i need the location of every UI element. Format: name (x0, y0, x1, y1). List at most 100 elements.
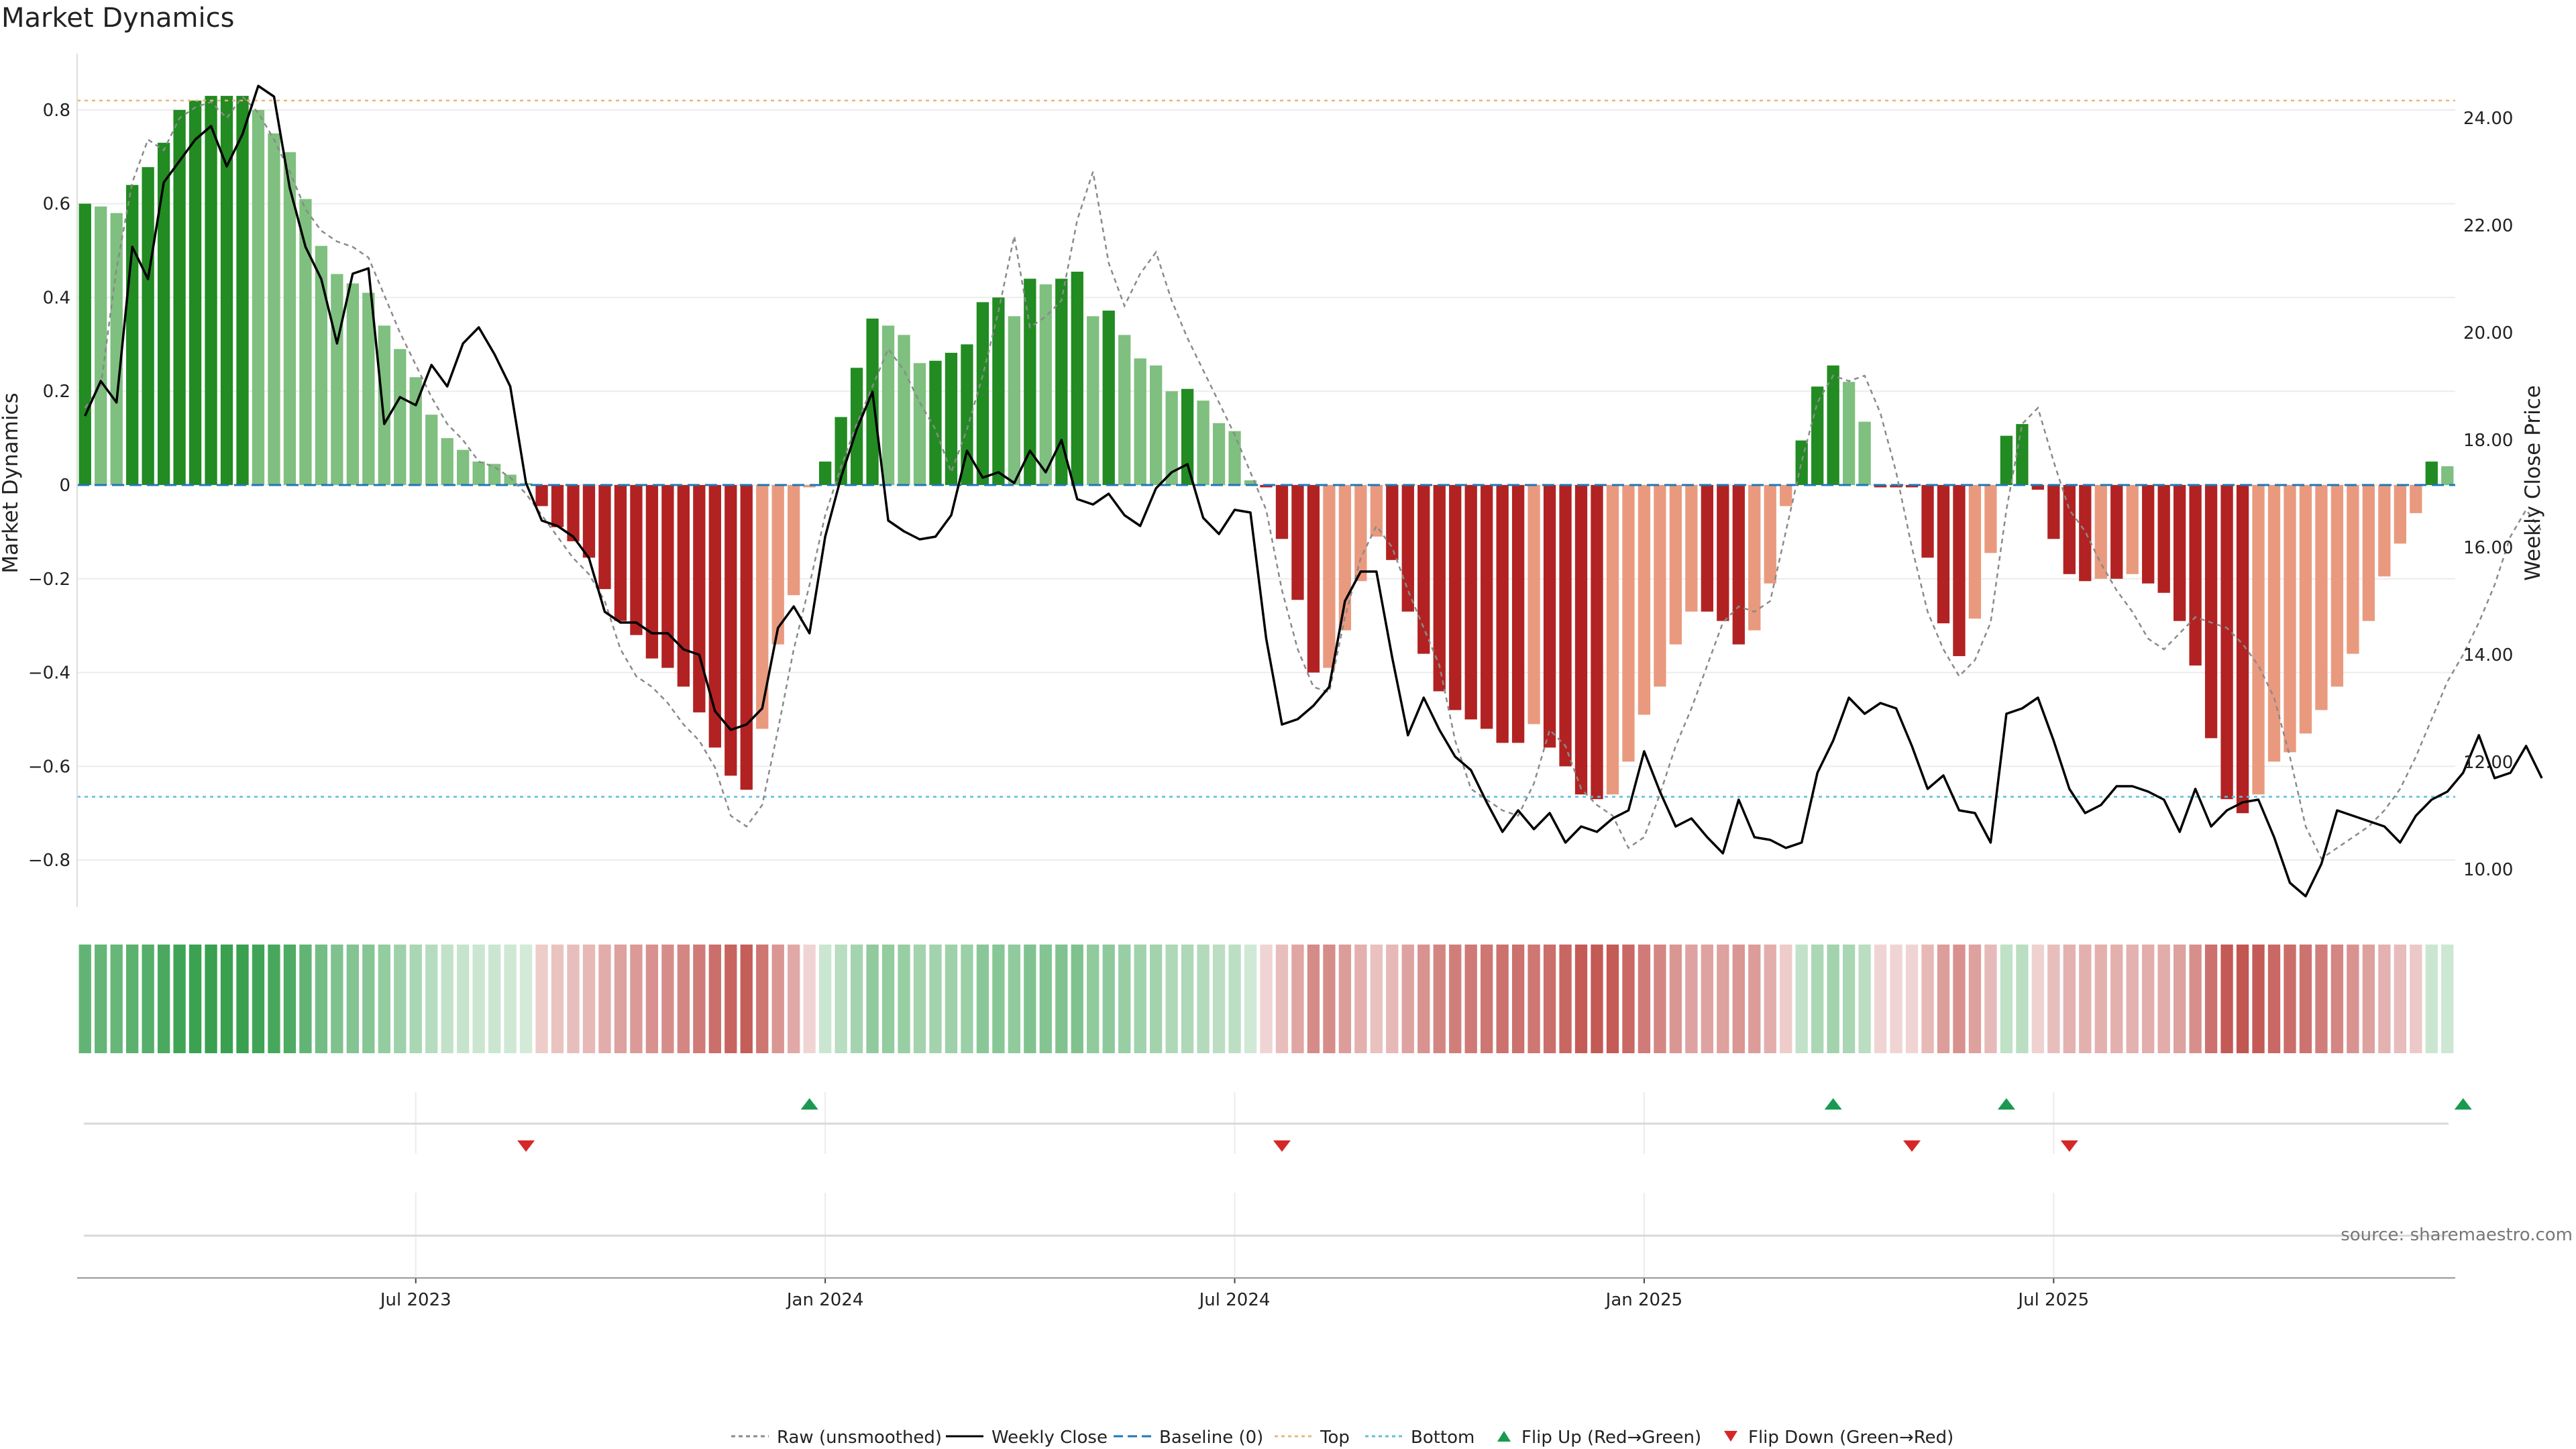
heat-strip-cell (315, 945, 328, 1053)
legend-baseline-label: Baseline (0) (1159, 1428, 1263, 1448)
heat-strip-cell (693, 945, 706, 1053)
heat-strip-cell (78, 945, 91, 1053)
heat-strip-cell (1275, 945, 1289, 1053)
dynamics-bar (457, 449, 470, 485)
heat-strip-cell (2378, 945, 2391, 1053)
heat-strip-cell (818, 945, 832, 1053)
dynamics-bar (1559, 484, 1572, 767)
dynamics-bar (504, 474, 517, 485)
heat-strip-cell (220, 945, 233, 1053)
dynamics-bar (961, 344, 973, 485)
dynamics-bar (1008, 316, 1021, 485)
heat-strip-cell (961, 945, 973, 1053)
dynamics-bar (2330, 484, 2344, 687)
heat-strip-cell (331, 945, 343, 1053)
dynamics-bar (866, 318, 879, 485)
grid-layer (77, 109, 2455, 1278)
heat-strip-cell (2047, 945, 2060, 1053)
dynamics-bar (472, 462, 485, 485)
heat-strip-cell (677, 945, 690, 1053)
heat-strip-cell (110, 945, 123, 1053)
dynamics-bar (1212, 423, 1226, 485)
dynamics-bar (2173, 484, 2186, 621)
heat-strip-cell (945, 945, 958, 1053)
heat-strip-cell (866, 945, 879, 1053)
heat-strip-cell (1701, 945, 1714, 1053)
x-tick-label: Jan 2025 (1605, 1290, 1683, 1310)
heat-strip-cell (1732, 945, 1745, 1053)
heat-strip-cell (1811, 945, 1824, 1053)
heat-strip-cell (1150, 945, 1163, 1053)
dynamics-bar (78, 203, 91, 485)
flip-markers (84, 1098, 2472, 1237)
flip-up-marker (1824, 1098, 1842, 1110)
heat-strip-cell (1669, 945, 1682, 1053)
heat-strip-cell (173, 945, 186, 1053)
dynamics-bar (1338, 484, 1352, 631)
heat-strip-cell (2394, 945, 2406, 1053)
heat-strip-cell (142, 945, 154, 1053)
dynamics-bar (425, 415, 438, 485)
dynamics-bar (1701, 484, 1714, 612)
flip-up-marker (800, 1098, 818, 1110)
heat-strip-cell (2236, 945, 2249, 1053)
dynamics-bar (2094, 484, 2107, 579)
dynamics-bar (95, 206, 107, 485)
dynamics-bar (2315, 484, 2328, 710)
flip-up-marker (2454, 1098, 2472, 1110)
dynamics-bar (2126, 484, 2139, 574)
heat-strip-cell (299, 945, 312, 1053)
dynamics-bar (929, 360, 942, 485)
heat-strip-cell (582, 945, 596, 1053)
heat-strip-cell (2267, 945, 2281, 1053)
legend-flip-down-marker (1724, 1431, 1737, 1442)
heat-strip-cell (1780, 945, 1792, 1053)
dynamics-bar (189, 100, 202, 485)
dynamics-bar (2425, 462, 2438, 485)
legend-flip-up-marker (1497, 1431, 1511, 1442)
heat-strip-cell (1307, 945, 1320, 1053)
y2-tick-label: 16.00 (2463, 538, 2513, 558)
dynamics-bar (1622, 484, 1635, 762)
dynamics-bar (2031, 484, 2045, 490)
heat-strip-cell (1386, 945, 1399, 1053)
heat-strip-cell (756, 945, 769, 1053)
x-tick-label: Jul 2025 (2017, 1290, 2089, 1310)
heat-strip-cell (1165, 945, 1178, 1053)
dynamics-bar (2204, 484, 2218, 739)
lines-layer (77, 85, 2543, 898)
dynamics-bar (1417, 484, 1430, 654)
heat-strip-cell (1858, 945, 1871, 1053)
dynamics-bar (331, 274, 343, 485)
heat-strip-cell (2299, 945, 2312, 1053)
heat-strip-cell (567, 945, 580, 1053)
flip-down-marker (1903, 1140, 1921, 1152)
dynamics-bar (2284, 484, 2296, 753)
dynamics-bar (2110, 484, 2123, 579)
heat-strip-cell (1953, 945, 1966, 1053)
heat-strip-cell (378, 945, 390, 1053)
dynamics-bar (268, 133, 280, 485)
dynamics-bar (2189, 484, 2202, 666)
dynamics-bar (1197, 400, 1210, 485)
heat-strip-cell (2016, 945, 2029, 1053)
heat-strip-cell (2031, 945, 2045, 1053)
dynamics-bar (551, 484, 564, 527)
flip-down-marker (2060, 1140, 2078, 1152)
legend-raw-label: Raw (unsmoothed) (777, 1428, 942, 1448)
heat-strip-cell (1323, 945, 1336, 1053)
dynamics-bar (2252, 484, 2265, 795)
dynamics-bar (1874, 484, 1887, 488)
dynamics-bar (818, 462, 832, 485)
heat-strip-cell (630, 945, 643, 1053)
heat-strip-cell (2441, 945, 2454, 1053)
heat-strip-cell (1118, 945, 1131, 1053)
dynamics-bar (157, 142, 170, 485)
dynamics-bar (976, 302, 989, 485)
source-note: source: sharemaestro.com (2341, 1225, 2573, 1245)
heat-strip-cell (1795, 945, 1808, 1053)
heat-strip-cell (1984, 945, 1997, 1053)
heat-strip-cell (394, 945, 407, 1053)
dynamics-bar (2378, 484, 2391, 577)
legend-bottom-label: Bottom (1411, 1428, 1474, 1448)
